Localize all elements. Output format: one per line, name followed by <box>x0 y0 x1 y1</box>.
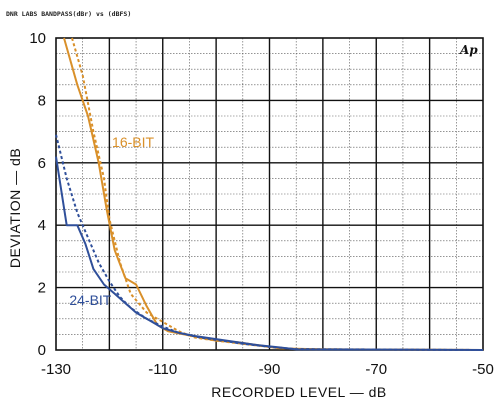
plot-grid <box>55 37 484 351</box>
series-labels: 16-BIT 24-BIT <box>69 134 154 308</box>
chart-header: DNR LABS BANDPASS(dBr) vs (dBFS) <box>6 10 131 18</box>
series-line <box>55 134 484 351</box>
y-tick-label: 2 <box>38 280 46 297</box>
x-tick-label: -90 <box>259 361 281 378</box>
x-tick-label: -110 <box>148 361 177 378</box>
series-line <box>71 37 484 351</box>
series-lines <box>55 37 484 351</box>
x-tick-label: -50 <box>472 361 494 378</box>
y-tick-label: 8 <box>38 92 46 109</box>
y-tick-label: 0 <box>38 342 46 359</box>
x-tick-label: -70 <box>365 361 387 378</box>
y-tick-label: 10 <box>29 30 46 47</box>
x-axis-label: RECORDED LEVEL — dB <box>211 384 386 400</box>
y-tick-label: 4 <box>38 217 46 234</box>
y-tick-label: 6 <box>38 155 46 172</box>
x-tick-label: -130 <box>41 361 71 378</box>
axis-ticks: -130 -110 -90 -70 -50 0 2 4 6 8 10 <box>29 30 494 378</box>
series-annotation: 24-BIT <box>69 292 111 308</box>
y-axis-label: DEVIATION — dB <box>7 148 23 268</box>
plot-frame <box>55 37 484 351</box>
ap-logo: Ap <box>459 43 478 57</box>
series-annotation: 16-BIT <box>112 134 154 150</box>
